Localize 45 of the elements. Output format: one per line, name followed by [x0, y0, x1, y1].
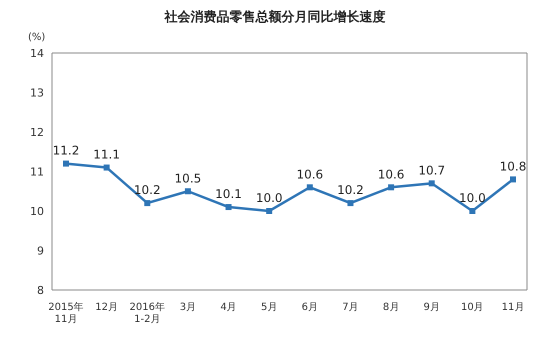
y-tick-label: 10: [30, 204, 44, 218]
point: [347, 200, 354, 206]
x-tick-label: 4月: [220, 302, 237, 313]
data-label: 10.6: [296, 167, 324, 182]
y-tick-label: 8: [37, 284, 44, 297]
y-tick-label: 14: [30, 46, 44, 60]
y-tick-label: 9: [37, 244, 44, 258]
point: [226, 204, 232, 210]
point: [388, 184, 394, 190]
point: [510, 176, 516, 182]
point: [63, 160, 69, 167]
data-label: 10.0: [459, 191, 486, 205]
y-tick-label: 11: [30, 165, 44, 178]
x-tick-label: 7月: [342, 302, 359, 313]
x-tick-label: 8月: [382, 302, 400, 313]
data-label: 11.1: [93, 148, 120, 162]
x-tick-label: 5月: [260, 302, 278, 313]
point: [469, 208, 476, 214]
x-tick-label: 2016年 1-2月: [130, 301, 165, 325]
data-label: 10.7: [418, 163, 446, 178]
data-label: 11.2: [52, 144, 80, 158]
data-label: 10.8: [500, 159, 526, 174]
data-label: 10.6: [378, 167, 404, 182]
data-label: 10.2: [337, 183, 364, 198]
chart-title: 社会消费品零售总额分月同比增长速度: [163, 8, 386, 27]
data-label: 10.5: [174, 171, 202, 186]
x-tick-label: 11月: [502, 302, 524, 313]
point: [104, 164, 110, 171]
data-label: 10.2: [134, 183, 161, 198]
data-label: 10.1: [215, 187, 242, 202]
y-tick-label: 13: [30, 86, 44, 100]
point: [306, 184, 313, 190]
point: [266, 208, 272, 214]
x-tick-label: 2015年 11月: [48, 301, 84, 325]
x-tick-label: 6月: [302, 302, 318, 313]
x-tick-label: 3月: [180, 302, 196, 313]
point: [144, 200, 150, 206]
x-tick-label: 9月: [424, 302, 440, 313]
x-tick-label: 12月: [95, 302, 118, 313]
point: [428, 180, 435, 186]
y-axis-title: (%): [28, 32, 46, 43]
point: [184, 188, 191, 194]
y-tick-label: 12: [30, 126, 44, 139]
x-tick-label: 10月: [460, 302, 484, 313]
data-label: 10.0: [256, 191, 283, 205]
